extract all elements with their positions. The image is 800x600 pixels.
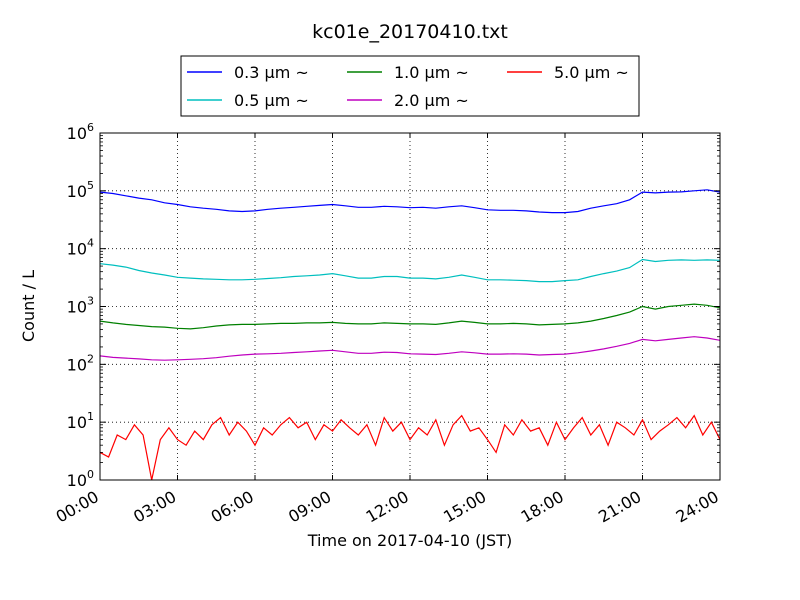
y-tick-base: 10 xyxy=(67,471,87,490)
series-line xyxy=(100,258,720,283)
series-layer xyxy=(100,189,720,480)
y-tick-exponent: 1 xyxy=(87,410,94,423)
y-tick-exponent: 6 xyxy=(87,121,94,134)
legend-label: 0.3 μm ~ xyxy=(234,63,309,82)
legend-entry: 5.0 μm ~ xyxy=(507,63,629,82)
y-tick-exponent: 0 xyxy=(87,468,94,481)
y-tick-base: 10 xyxy=(67,355,87,374)
y-tick-label: 105 xyxy=(67,179,94,201)
y-tick-base: 10 xyxy=(67,124,87,143)
legend-label: 0.5 μm ~ xyxy=(234,91,309,110)
y-axis-label: Count / L xyxy=(19,270,38,342)
y-tick-exponent: 2 xyxy=(87,352,94,365)
y-tick-base: 10 xyxy=(67,413,87,432)
series-line xyxy=(100,336,720,361)
y-tick-label: 104 xyxy=(67,237,94,259)
y-tick-exponent: 4 xyxy=(87,237,94,250)
legend: 0.3 μm ~ 1.0 μm ~ 5.0 μm ~ 0.5 μm ~ 2.0 μm ~ xyxy=(180,55,640,117)
legend-entry: 1.0 μm ~ xyxy=(347,63,469,82)
x-axis-label: Time on 2017-04-10 (JST) xyxy=(307,531,512,550)
y-tick-exponent: 3 xyxy=(87,295,94,308)
legend-label: 1.0 μm ~ xyxy=(394,63,469,82)
y-tick-label: 106 xyxy=(67,121,94,143)
y-tick-label: 102 xyxy=(67,352,94,374)
series-line xyxy=(100,303,720,330)
series-line xyxy=(100,189,720,214)
legend-entry: 0.3 μm ~ xyxy=(187,63,309,82)
chart-title: kc01e_20170410.txt xyxy=(312,21,508,43)
legend-label: 2.0 μm ~ xyxy=(394,91,469,110)
legend-entry: 2.0 μm ~ xyxy=(347,91,469,110)
y-tick-label: 103 xyxy=(67,295,94,317)
y-tick-base: 10 xyxy=(67,240,87,259)
y-tick-exponent: 5 xyxy=(87,179,94,192)
legend-items: 0.3 μm ~ 1.0 μm ~ 5.0 μm ~ 0.5 μm ~ 2.0 μm ~ xyxy=(187,63,629,110)
y-tick-base: 10 xyxy=(67,298,87,317)
legend-box xyxy=(180,55,640,117)
y-tick-label: 100 xyxy=(67,468,94,490)
tick-layer xyxy=(99,132,721,481)
legend-label: 5.0 μm ~ xyxy=(554,63,629,82)
y-tick-label: 101 xyxy=(67,410,94,432)
series-line xyxy=(100,414,720,480)
y-tick-base: 10 xyxy=(67,182,87,201)
legend-entry: 0.5 μm ~ xyxy=(187,91,309,110)
